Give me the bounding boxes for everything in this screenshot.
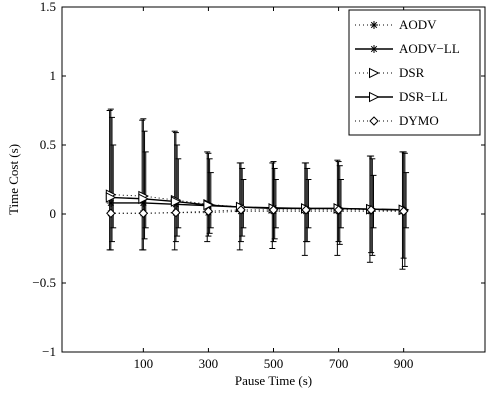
- error-bar: [171, 130, 178, 251]
- series-lines-layer: [110, 194, 404, 214]
- error-bar: [400, 151, 407, 259]
- series-line: [110, 209, 404, 214]
- legend-label: AODV: [399, 17, 437, 32]
- data-point: [106, 208, 116, 219]
- legend: AODV AODV−LL DSR DSR−LL DYMO: [348, 9, 481, 136]
- error-bar: [370, 174, 377, 229]
- error-bar: [304, 167, 311, 243]
- x-tick-label: 300: [199, 356, 219, 371]
- legend-marker: [369, 91, 380, 103]
- error-bar: [207, 172, 214, 229]
- x-tick-label: 700: [329, 356, 349, 371]
- error-bar: [240, 179, 247, 229]
- data-point: [301, 205, 311, 215]
- legend-marker: [369, 116, 379, 126]
- axes-layer: −1 −0.5 0 0.5 1 1.5 100 300 500 700 900: [32, 0, 485, 371]
- y-tick-label: 0: [50, 206, 57, 221]
- error-bar: [271, 167, 278, 240]
- legend-marker: [370, 21, 378, 29]
- x-tick-label: 500: [264, 356, 284, 371]
- y-tick-label: 1.5: [40, 0, 56, 14]
- data-point: [236, 205, 246, 215]
- legend-item: AODV: [355, 17, 437, 32]
- error-bar: [141, 130, 148, 240]
- error-bar: [336, 165, 343, 245]
- y-axis-label: Time Cost (s): [6, 144, 21, 215]
- legend-label: DSR: [399, 65, 425, 80]
- legend-marker: [370, 45, 378, 53]
- data-point: [170, 196, 182, 207]
- legend-label: DSR−LL: [399, 89, 448, 104]
- data-point: [171, 207, 181, 218]
- error-bar: [403, 172, 410, 229]
- data-point: [105, 192, 117, 203]
- legend-item: DSR−LL: [355, 89, 448, 104]
- data-point: [203, 206, 214, 216]
- error-bar: [204, 151, 211, 243]
- error-bar: [272, 179, 279, 229]
- y-tick-label: −0.5: [32, 275, 56, 290]
- series-line: [110, 210, 404, 214]
- legend-item: DSR: [355, 65, 425, 80]
- legend-marker: [369, 67, 380, 79]
- error-bar: [305, 179, 312, 229]
- legend-item: DYMO: [355, 113, 439, 128]
- series-line: [110, 196, 404, 211]
- error-bar: [107, 108, 114, 251]
- error-bar: [206, 158, 213, 234]
- error-bar: [172, 132, 179, 243]
- y-tick-label: −1: [42, 344, 56, 359]
- y-tick-label: 1: [50, 68, 57, 83]
- data-point: [398, 206, 409, 216]
- error-bar: [175, 158, 182, 229]
- error-bar: [174, 144, 181, 237]
- x-tick-label: 100: [134, 356, 154, 371]
- y-tick-label: 0.5: [40, 137, 56, 152]
- series-markers-layer: [105, 189, 410, 219]
- error-bar: [368, 155, 375, 254]
- error-bar: [109, 116, 116, 243]
- x-axis-label: Pause Time (s): [235, 373, 312, 388]
- data-point: [138, 193, 149, 205]
- x-tick-label: 900: [394, 356, 414, 371]
- data-point: [366, 205, 376, 215]
- legend-label: AODV−LL: [399, 41, 460, 56]
- error-bar: [337, 179, 344, 229]
- legend-label: DYMO: [399, 113, 439, 128]
- legend-item: AODV−LL: [355, 41, 460, 56]
- data-point: [268, 205, 279, 215]
- error-bar: [205, 152, 212, 237]
- data-point: [138, 208, 149, 219]
- error-bar: [237, 162, 244, 243]
- data-point: [333, 205, 344, 215]
